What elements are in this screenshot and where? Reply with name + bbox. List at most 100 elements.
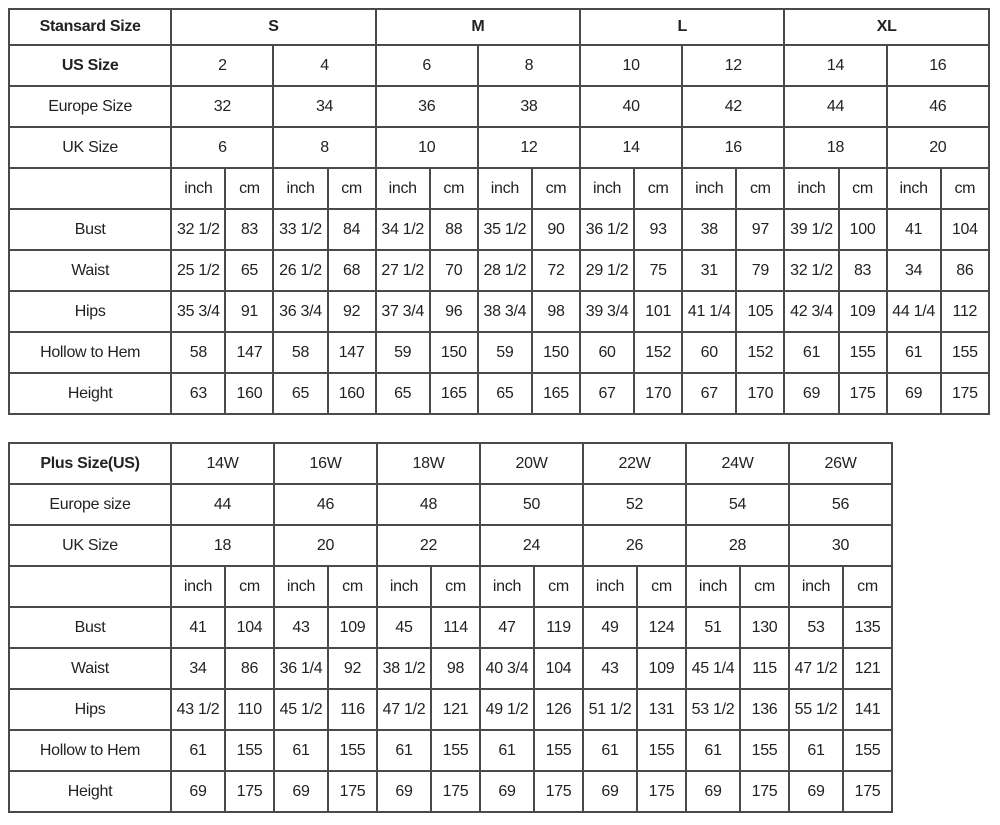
- measurement-row-hips: Hips 35 3/4 91 36 3/4 92 37 3/4 96 38 3/4 98 39 3…: [7, 290, 991, 333]
- measurement-value: 28 1/2: [476, 249, 533, 292]
- uk-size-cell: 6: [170, 126, 275, 169]
- measurement-value: 38 1/2: [376, 647, 432, 690]
- europe-size-label: Europe Size: [7, 85, 173, 128]
- measurement-value: 65: [224, 249, 275, 292]
- europe-size-cell: 52: [582, 483, 687, 526]
- measurement-value: 124: [636, 606, 687, 649]
- uk-size-cell: 10: [374, 126, 479, 169]
- unit-cm: cm: [533, 565, 584, 608]
- us-size-cell: 14: [783, 44, 888, 87]
- measurement-value: 104: [939, 208, 991, 251]
- unit-inch: inch: [681, 167, 738, 210]
- measurement-value: 36 1/2: [579, 208, 636, 251]
- measurement-label: Bust: [8, 606, 172, 649]
- unit-inch: inch: [170, 565, 226, 608]
- measurement-value: 155: [636, 729, 687, 772]
- unit-inch: inch: [783, 167, 840, 210]
- measurement-value: 155: [430, 729, 481, 772]
- uk-size-row: UK Size 18 20 22 24 26 28 30: [8, 524, 893, 567]
- unit-inch: inch: [885, 167, 942, 210]
- measurement-value: 65: [374, 372, 431, 415]
- europe-size-cell: 42: [681, 85, 786, 128]
- unit-cm: cm: [224, 565, 275, 608]
- unit-cm: cm: [428, 167, 479, 210]
- measurement-value: 34: [885, 249, 942, 292]
- uk-size-cell: 18: [170, 524, 275, 567]
- measurement-value: 72: [530, 249, 582, 292]
- plus-size-14w: 14W: [170, 442, 275, 485]
- measurement-value: 175: [837, 372, 888, 415]
- measurement-value: 86: [939, 249, 991, 292]
- measurement-value: 115: [739, 647, 790, 690]
- us-size-cell: 2: [170, 44, 275, 87]
- europe-size-cell: 38: [476, 85, 582, 128]
- uk-size-cell: 22: [376, 524, 481, 567]
- measurement-value: 175: [939, 372, 991, 415]
- us-size-row: US Size 2 4 6 8 10 12 14 16: [7, 44, 991, 87]
- unit-cm: cm: [739, 565, 790, 608]
- measurement-value: 35 1/2: [476, 208, 533, 251]
- header-row: Stansard Size S M L XL: [7, 8, 990, 46]
- measurement-value: 119: [533, 606, 584, 649]
- uk-size-cell: 14: [579, 126, 684, 169]
- measurement-value: 170: [735, 372, 786, 415]
- measurement-value: 105: [735, 290, 786, 333]
- uk-size-label: UK Size: [8, 524, 172, 567]
- measurement-value: 155: [533, 729, 584, 772]
- measurement-label: Hollow to Hem: [8, 729, 172, 772]
- unit-inch: inch: [582, 565, 638, 608]
- standard-size-table: Stansard Size S M L XL US Size 2 4 6 8 10 12 14 16 Eur…: [7, 8, 991, 415]
- measurement-value: 88: [428, 208, 479, 251]
- measurement-value: 175: [533, 770, 584, 813]
- measurement-value: 150: [428, 331, 479, 374]
- measurement-value: 131: [636, 688, 687, 731]
- unit-inch: inch: [685, 565, 741, 608]
- plus-size-20w: 20W: [479, 442, 584, 485]
- unit-row: inch cm inch cm inch cm inch cm inch cm inch cm inch…: [8, 565, 893, 608]
- europe-size-row: Europe size 44 46 48 50 52 54 56: [8, 483, 893, 526]
- measurement-row-hollow-to-hem: Hollow to Hem 58 147 58 147 59 150 59 150 60 152 60…: [7, 331, 991, 374]
- uk-size-cell: 26: [582, 524, 687, 567]
- measurement-value: 59: [476, 331, 533, 374]
- uk-size-cell: 8: [272, 126, 377, 169]
- measurement-value: 86: [224, 647, 275, 690]
- uk-size-cell: 30: [788, 524, 893, 567]
- measurement-value: 70: [428, 249, 479, 292]
- measurement-label: Height: [7, 372, 173, 415]
- uk-size-cell: 20: [885, 126, 991, 169]
- measurement-value: 40 3/4: [479, 647, 535, 690]
- measurement-value: 37 3/4: [374, 290, 431, 333]
- unit-row-blank: [7, 167, 173, 210]
- unit-inch: inch: [479, 565, 535, 608]
- measurement-value: 141: [842, 688, 893, 731]
- header-label: Plus Size(US): [8, 442, 172, 485]
- unit-cm: cm: [530, 167, 582, 210]
- measurement-label: Hips: [8, 688, 172, 731]
- measurement-value: 135: [842, 606, 893, 649]
- measurement-value: 69: [479, 770, 535, 813]
- measurement-value: 121: [842, 647, 893, 690]
- measurement-value: 45 1/4: [685, 647, 741, 690]
- measurement-value: 130: [739, 606, 790, 649]
- measurement-value: 114: [430, 606, 481, 649]
- measurement-row-bust: Bust 32 1/2 83 33 1/2 84 34 1/2 88 35 1/2 90 36 1…: [7, 208, 991, 251]
- measurement-value: 65: [476, 372, 533, 415]
- measurement-value: 69: [273, 770, 329, 813]
- us-size-cell: 10: [579, 44, 684, 87]
- unit-cm: cm: [430, 565, 481, 608]
- measurement-value: 47 1/2: [376, 688, 432, 731]
- us-size-cell: 16: [885, 44, 991, 87]
- unit-cm: cm: [636, 565, 687, 608]
- unit-inch: inch: [476, 167, 533, 210]
- measurement-value: 61: [170, 729, 226, 772]
- measurement-value: 36 1/4: [273, 647, 329, 690]
- plus-size-24w: 24W: [685, 442, 790, 485]
- measurement-value: 152: [633, 331, 684, 374]
- measurement-label: Bust: [7, 208, 173, 251]
- us-size-cell: 12: [681, 44, 786, 87]
- plus-size-18w: 18W: [376, 442, 481, 485]
- measurement-value: 116: [327, 688, 378, 731]
- uk-size-cell: 28: [685, 524, 790, 567]
- unit-cm: cm: [326, 167, 377, 210]
- measurement-value: 92: [327, 647, 378, 690]
